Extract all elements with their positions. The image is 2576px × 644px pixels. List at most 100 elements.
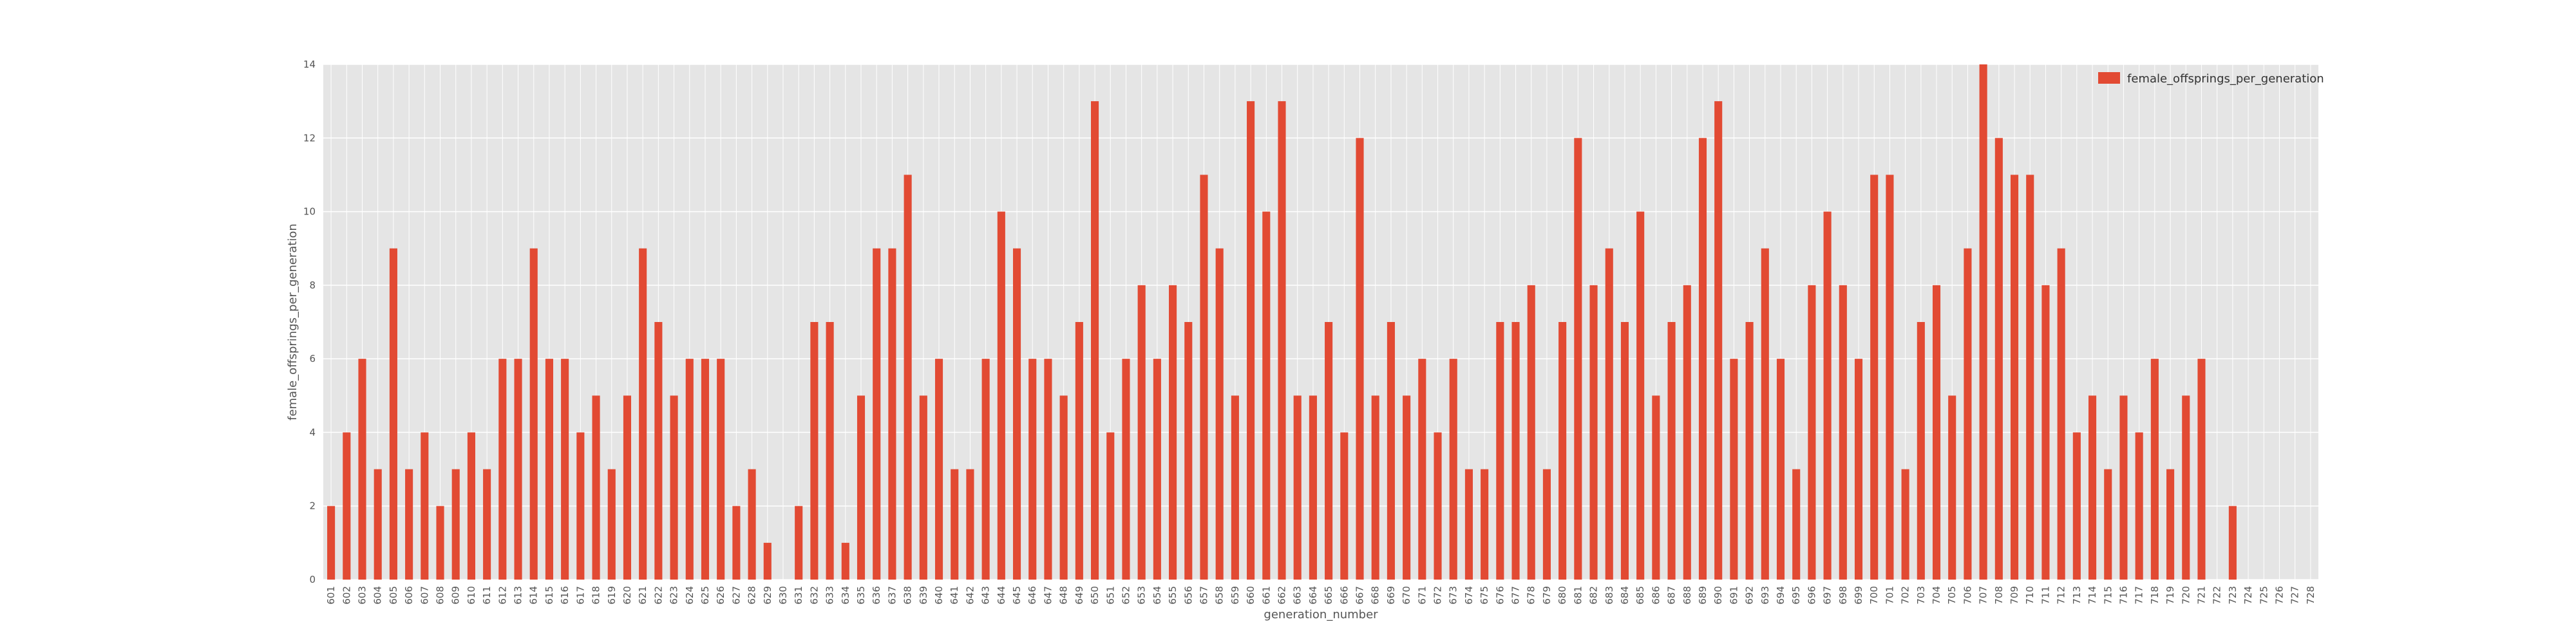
x-tick-label: 651 — [1104, 586, 1116, 605]
x-tick-label: 620 — [621, 586, 633, 605]
bar — [1730, 359, 1738, 580]
bar — [421, 432, 429, 580]
bar — [763, 542, 772, 580]
bar — [748, 469, 756, 580]
x-tick-label: 715 — [2102, 586, 2114, 605]
x-tick-label: 649 — [1074, 586, 1085, 605]
x-tick-label: 608 — [435, 586, 446, 605]
bar — [1917, 322, 1925, 580]
x-tick-label: 645 — [1011, 586, 1023, 605]
y-axis-label: female_offsprings_per_generation — [286, 223, 299, 421]
bar — [795, 506, 803, 580]
bar — [732, 506, 741, 580]
bar — [966, 469, 974, 580]
bar — [888, 248, 896, 580]
x-tick-label: 693 — [1759, 586, 1771, 605]
bar — [639, 248, 647, 580]
bar — [2119, 395, 2128, 580]
x-tick-label: 605 — [388, 586, 399, 605]
x-tick-label: 625 — [699, 586, 711, 605]
x-tick-label: 694 — [1775, 586, 1786, 605]
x-tick-label: 642 — [964, 586, 976, 605]
bar — [951, 469, 959, 580]
bar — [389, 248, 397, 580]
bar — [2072, 432, 2081, 580]
x-tick-label: 720 — [2180, 586, 2192, 605]
bar — [2182, 395, 2190, 580]
plot-area — [323, 64, 2318, 580]
x-tick-label: 643 — [980, 586, 992, 605]
x-tick-label: 609 — [450, 586, 462, 605]
bar — [327, 506, 336, 580]
x-tick-label: 683 — [1604, 586, 1615, 605]
x-tick-label: 685 — [1634, 586, 1646, 605]
x-tick-label: 631 — [793, 586, 804, 605]
x-tick-label: 637 — [886, 586, 898, 605]
x-tick-label: 658 — [1214, 586, 1226, 605]
x-tick-label: 638 — [902, 586, 914, 605]
x-tick-label: 623 — [668, 586, 680, 605]
x-tick-label: 680 — [1557, 586, 1568, 605]
y-tick-label: 6 — [309, 353, 316, 365]
x-tick-label: 692 — [1744, 586, 1756, 605]
bar — [576, 432, 585, 580]
bar — [2041, 285, 2050, 580]
x-tick-label: 689 — [1697, 586, 1709, 605]
bar — [1122, 359, 1130, 580]
x-axis-label: generation_number — [1264, 608, 1378, 621]
bar — [1698, 138, 1707, 580]
bar — [1356, 138, 1364, 580]
bar — [1169, 285, 1177, 580]
bar — [1714, 101, 1723, 580]
bar — [1293, 395, 1302, 580]
bar — [1511, 322, 1520, 580]
x-tick-label: 664 — [1307, 586, 1319, 605]
x-tick-label: 684 — [1619, 586, 1631, 605]
bar — [1309, 395, 1317, 580]
x-tick-label: 655 — [1167, 586, 1179, 605]
bar — [1496, 322, 1504, 580]
bar — [1464, 469, 1473, 580]
bar — [1200, 175, 1208, 580]
x-tick-label: 712 — [2056, 586, 2067, 605]
y-axis-ticks: 0 2 4 6 8 10 12 14 — [303, 59, 316, 585]
bar — [1558, 322, 1567, 580]
x-tick-label: 614 — [528, 586, 540, 605]
bar — [1028, 359, 1037, 580]
x-tick-label: 618 — [591, 586, 602, 605]
x-tick-label: 616 — [559, 586, 571, 605]
bar — [343, 432, 351, 580]
x-axis-ticks: 601 602 603 604 605 606 607 608 609 610 611 612 613 6… — [325, 586, 2316, 605]
bar — [934, 359, 943, 580]
bar — [592, 395, 600, 580]
bar — [717, 359, 725, 580]
x-tick-label: 661 — [1260, 586, 1272, 605]
x-tick-label: 619 — [606, 586, 618, 605]
bar — [1403, 395, 1411, 580]
bar — [1792, 469, 1801, 580]
bar — [2166, 469, 2175, 580]
x-tick-label: 687 — [1666, 586, 1678, 605]
bar — [405, 469, 413, 580]
x-tick-label: 628 — [746, 586, 758, 605]
x-tick-label: 624 — [684, 586, 696, 605]
bar — [1605, 248, 1613, 580]
bar — [2088, 395, 2097, 580]
x-tick-label: 672 — [1432, 586, 1444, 605]
bar — [1247, 101, 1255, 580]
x-tick-label: 657 — [1198, 586, 1209, 605]
bar — [2228, 506, 2237, 580]
bar — [997, 211, 1005, 580]
bar — [2197, 359, 2206, 580]
x-tick-label: 668 — [1370, 586, 1381, 605]
x-tick-label: 656 — [1182, 586, 1194, 605]
bar — [1091, 101, 1099, 580]
bar — [358, 359, 366, 580]
bar — [1636, 211, 1645, 580]
x-tick-label: 640 — [933, 586, 945, 605]
x-tick-label: 699 — [1853, 586, 1864, 605]
bar — [1262, 211, 1271, 580]
x-tick-label: 681 — [1572, 586, 1584, 605]
bar — [1839, 285, 1847, 580]
